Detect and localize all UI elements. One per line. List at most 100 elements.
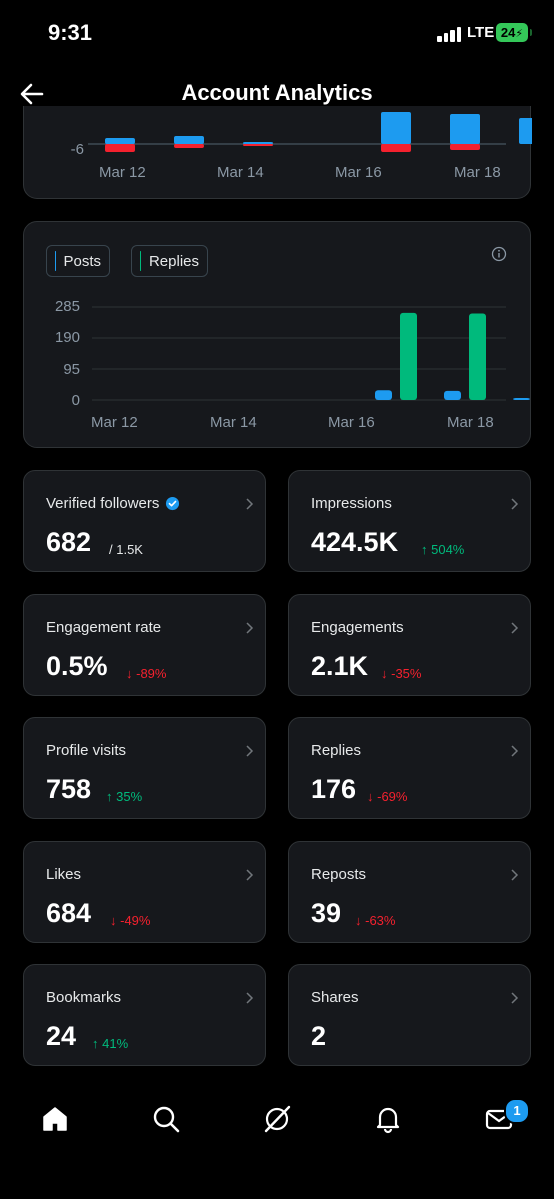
chevron-right-icon <box>511 745 519 757</box>
stat-card-engagement-rate[interactable]: Engagement rate 0.5% ↓ -89% <box>23 594 266 696</box>
y-tick-label: -6 <box>70 141 84 158</box>
search-icon[interactable] <box>151 1104 181 1134</box>
chevron-right-icon <box>246 622 254 634</box>
stat-label: Bookmarks <box>46 989 121 1006</box>
info-icon[interactable] <box>491 246 507 262</box>
legend-posts[interactable]: Posts <box>46 245 110 277</box>
stat-sub: / 1.5K <box>109 542 143 557</box>
stat-delta: ↑ 504% <box>421 542 465 557</box>
verified-badge-icon <box>166 496 180 511</box>
stat-delta: ↓ -69% <box>367 789 408 804</box>
stat-value: 684 <box>46 898 92 928</box>
stat-delta: ↑ 35% <box>106 789 143 804</box>
status-bar: 9:31 LTE 24⚡ <box>0 0 554 66</box>
notifications-icon[interactable] <box>373 1104 403 1134</box>
bar-negative <box>381 144 411 152</box>
x-tick-label: Mar 14 <box>217 164 264 181</box>
stat-delta: ↓ -89% <box>126 666 167 681</box>
stat-card-impressions[interactable]: Impressions 424.5K ↑ 504% <box>288 470 531 572</box>
bar-posts <box>513 398 530 400</box>
status-time: 9:31 <box>48 20 93 45</box>
stat-value: 2.1K <box>311 651 369 681</box>
stat-label-text: Bookmarks <box>46 989 122 1006</box>
bar-posts <box>444 390 461 400</box>
stat-value: 24 <box>46 1021 77 1051</box>
stat-label-text: Shares <box>311 989 359 1006</box>
stat-value: 758 <box>46 774 92 804</box>
stat-delta: ↓ -35% <box>381 666 422 681</box>
battery-level: 24 <box>500 25 516 40</box>
bar-positive <box>174 136 204 144</box>
bar-negative <box>174 144 204 148</box>
home-icon[interactable] <box>40 1104 70 1134</box>
bar-replies <box>400 312 417 400</box>
bar-positive <box>450 114 480 144</box>
chevron-right-icon <box>511 869 519 881</box>
bar-positive <box>243 142 273 144</box>
stat-value: 0.5% <box>46 651 108 681</box>
x-tick-label: Mar 16 <box>328 414 375 431</box>
bar-positive <box>519 118 532 144</box>
stat-label-text: Reposts <box>311 866 367 883</box>
stat-label: Engagement rate <box>46 619 161 636</box>
stat-delta: ↓ -49% <box>110 913 151 928</box>
stat-label: Verified followers <box>46 495 180 512</box>
chevron-right-icon <box>511 992 519 1004</box>
x-tick-label: Mar 14 <box>210 414 257 431</box>
legend-swatch <box>140 251 141 271</box>
stat-label: Shares <box>311 989 359 1006</box>
stat-value: 2 <box>311 1021 327 1051</box>
stat-label-text: Likes <box>46 866 82 883</box>
stat-card-replies[interactable]: Replies 176 ↓ -69% <box>288 717 531 819</box>
chevron-right-icon <box>511 622 519 634</box>
bar-positive <box>105 138 135 144</box>
stat-label: Likes <box>46 866 81 883</box>
stat-label-text: Replies <box>311 742 362 759</box>
signal-strength-icon <box>437 26 463 42</box>
chevron-right-icon <box>246 745 254 757</box>
stat-label: Engagements <box>311 619 404 636</box>
battery-icon: 24⚡ <box>496 23 532 42</box>
bar-negative <box>105 144 135 152</box>
home-indicator <box>210 1182 344 1187</box>
stat-label: Profile visits <box>46 742 126 759</box>
x-tick-label: Mar 12 <box>91 414 138 431</box>
stat-card-reposts[interactable]: Reposts 39 ↓ -63% <box>288 841 531 943</box>
page-title: Account Analytics <box>181 80 373 105</box>
stat-value: 176 <box>311 774 357 804</box>
stat-card-shares[interactable]: Shares 2 <box>288 964 531 1066</box>
stat-label-text: Impressions <box>311 495 392 512</box>
stat-delta: ↑ 41% <box>92 1036 129 1051</box>
y-tick-label: 95 <box>63 361 80 378</box>
nav-header: Account Analytics <box>0 66 554 122</box>
messages-badge: 1 <box>504 1098 530 1124</box>
legend-label: Replies <box>148 252 199 270</box>
arrow-left-icon[interactable] <box>18 80 46 108</box>
stat-label: Reposts <box>311 866 366 883</box>
legend-replies[interactable]: Replies <box>131 245 208 277</box>
stat-card-profile-visits[interactable]: Profile visits 758 ↑ 35% <box>23 717 266 819</box>
network-type: LTE <box>467 24 495 41</box>
tab-bar <box>0 1086 554 1156</box>
stat-value: 39 <box>311 898 342 928</box>
stat-value: 682 <box>46 527 92 557</box>
chart-card-posts-replies: Posts Replies 285 190 95 0 Mar 12 Mar 14… <box>23 221 531 448</box>
y-tick-label: 285 <box>54 298 80 315</box>
chevron-right-icon <box>246 992 254 1004</box>
stat-card-bookmarks[interactable]: Bookmarks 24 ↑ 41% <box>23 964 266 1066</box>
stat-value: 424.5K <box>311 527 399 557</box>
stat-delta: ↓ -63% <box>355 913 396 928</box>
stat-label-text: Profile visits <box>46 742 127 759</box>
stat-card-engagements[interactable]: Engagements 2.1K ↓ -35% <box>288 594 531 696</box>
x-tick-label: Mar 12 <box>99 164 146 181</box>
grok-icon[interactable] <box>262 1104 292 1134</box>
bar-posts <box>375 390 392 400</box>
x-tick-label: Mar 18 <box>447 414 494 431</box>
chart-top-svg <box>88 112 532 152</box>
chevron-right-icon <box>511 498 519 510</box>
chevron-right-icon <box>246 498 254 510</box>
stat-label-text: Engagement rate <box>46 619 162 636</box>
chart-bottom-svg <box>92 306 530 401</box>
stat-card-likes[interactable]: Likes 684 ↓ -49% <box>23 841 266 943</box>
stat-card-verified-followers[interactable]: Verified followers 682 / 1.5K <box>23 470 266 572</box>
